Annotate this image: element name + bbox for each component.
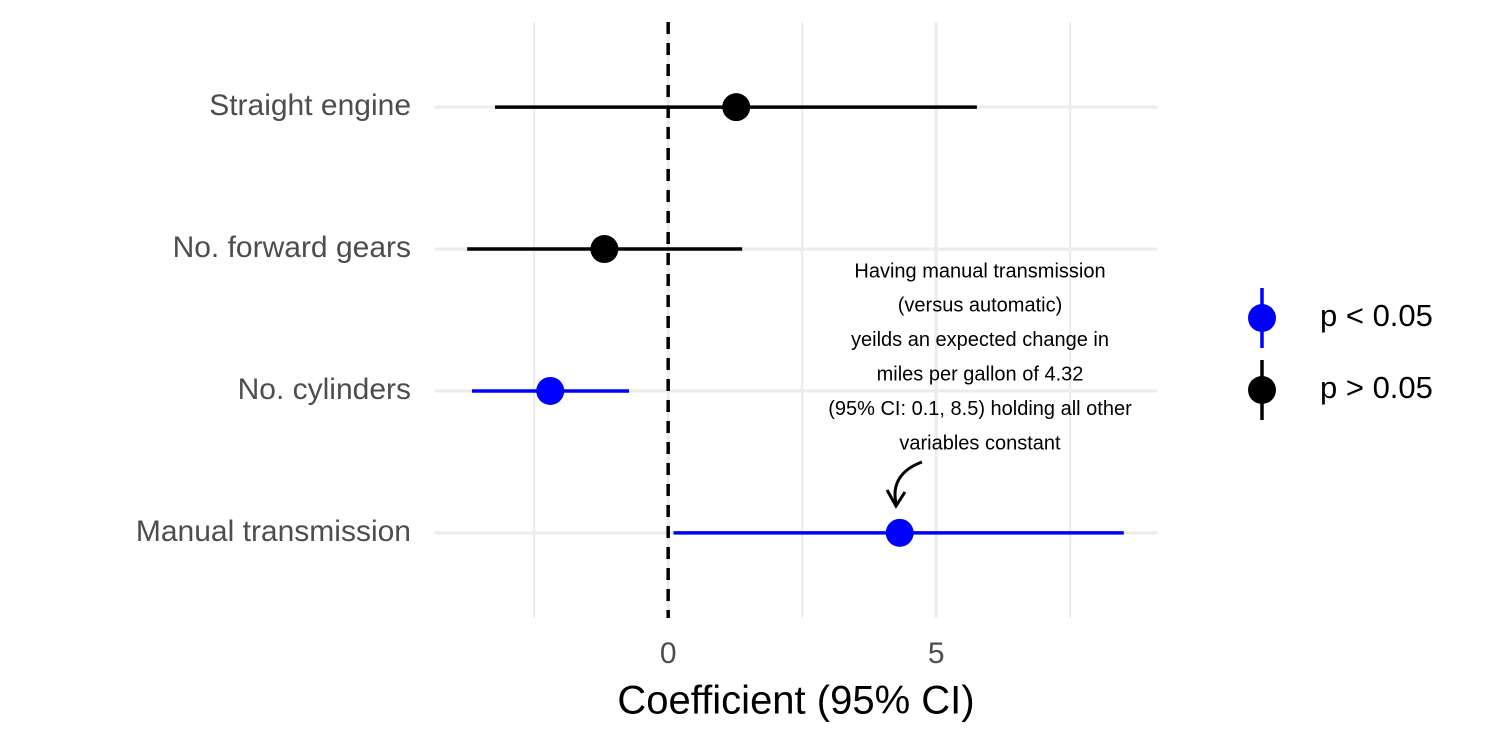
y-tick-label: Manual transmission xyxy=(136,515,411,548)
y-tick-label: Straight engine xyxy=(209,89,411,122)
annotation-text: (95% CI: 0.1, 8.5) holding all other xyxy=(828,398,1132,420)
y-tick-label: No. cylinders xyxy=(238,373,411,406)
legend-label: p < 0.05 xyxy=(1320,298,1433,333)
annotation-arrow xyxy=(893,460,923,504)
annotation-text: yeilds an expected change in xyxy=(851,329,1109,351)
estimate-point xyxy=(590,235,619,264)
plot-area xyxy=(435,22,1157,618)
annotation-text: (versus automatic) xyxy=(898,295,1063,317)
y-tick-label: No. forward gears xyxy=(173,231,411,264)
estimate-point xyxy=(536,376,565,405)
annotation-text: Having manual transmission xyxy=(854,260,1105,282)
x-tick-label: 5 xyxy=(928,637,945,670)
legend-label: p > 0.05 xyxy=(1320,370,1433,405)
legend-key-point xyxy=(1248,304,1276,332)
estimate-point xyxy=(885,518,914,547)
x-axis-title: Coefficient (95% CI) xyxy=(617,679,974,723)
legend-key-point xyxy=(1248,376,1276,404)
x-tick-label: 0 xyxy=(660,637,677,670)
estimate-point xyxy=(722,93,751,122)
annotation-text: variables constant xyxy=(899,432,1061,454)
annotation-arrowhead xyxy=(885,489,907,509)
annotation-text: miles per gallon of 4.32 xyxy=(877,363,1084,385)
